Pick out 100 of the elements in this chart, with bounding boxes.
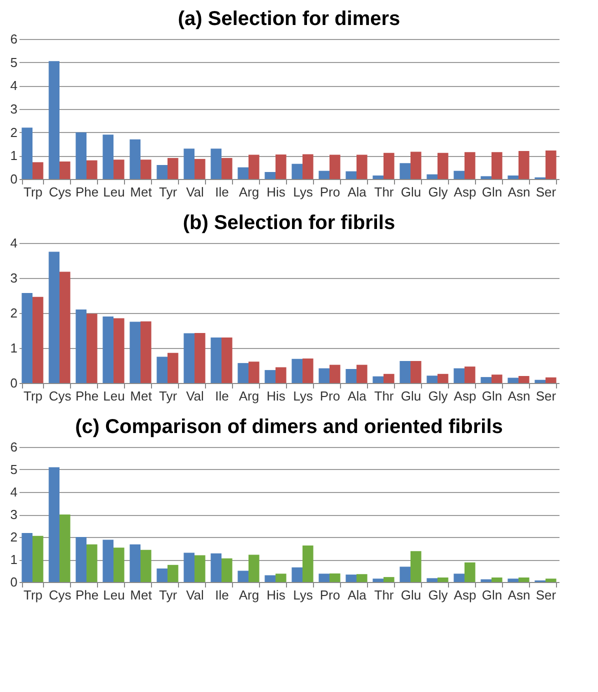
x-tick-label: Gln	[482, 388, 502, 404]
bar	[426, 376, 438, 383]
bar	[156, 568, 168, 582]
bar	[102, 540, 114, 582]
y-tick-label: 1	[10, 148, 18, 164]
bar	[372, 578, 384, 582]
bar	[400, 566, 410, 582]
x-tick-label: Gln	[482, 588, 502, 602]
x-tick-label: Val	[186, 388, 204, 404]
y-tick-label: 3	[10, 270, 18, 286]
bar	[114, 548, 124, 582]
x-tick-label: Thr	[374, 184, 394, 200]
bar	[302, 358, 314, 383]
x-tick-label: Asn	[508, 388, 530, 404]
bar	[222, 338, 232, 383]
bar	[248, 154, 260, 179]
x-tick-label: Leu	[103, 588, 125, 602]
x-tick-label: Ile	[215, 388, 229, 404]
bar	[22, 532, 32, 582]
x-tick-label: Asn	[508, 588, 530, 602]
bar	[410, 360, 422, 383]
x-tick-label: Ala	[348, 184, 368, 200]
bar	[292, 358, 302, 383]
x-tick-label: Asn	[508, 184, 530, 200]
bar	[238, 363, 248, 383]
bar	[248, 554, 260, 582]
bar	[168, 564, 178, 582]
bar	[546, 578, 556, 582]
bar	[492, 152, 502, 179]
bar	[346, 369, 356, 383]
bar	[48, 252, 60, 383]
bar	[508, 578, 518, 582]
x-tick-label: Met	[130, 588, 152, 602]
bar	[384, 374, 394, 383]
bar	[346, 574, 356, 582]
x-tick-label: Ala	[348, 588, 368, 602]
x-tick-label: Pro	[320, 388, 340, 404]
bar	[518, 376, 530, 383]
x-tick-label: Cys	[48, 388, 72, 404]
bar	[372, 176, 384, 179]
bar	[464, 152, 476, 179]
bar	[210, 553, 222, 582]
bar	[518, 578, 530, 582]
x-tick-label: Arg	[238, 388, 260, 404]
x-tick-label: Lys	[293, 184, 314, 200]
x-tick-label: Phe	[75, 184, 99, 200]
bar	[76, 537, 86, 582]
bar	[168, 158, 178, 179]
x-tick-label: Glu	[400, 184, 422, 200]
x-tick-label: Gln	[482, 184, 502, 200]
bar	[346, 171, 356, 179]
bar	[438, 152, 448, 179]
bar	[438, 374, 448, 383]
bar	[276, 574, 286, 582]
x-tick-label: Ile	[215, 184, 229, 200]
bar	[76, 132, 86, 179]
bar	[194, 555, 206, 582]
bar	[410, 152, 422, 179]
bar	[480, 377, 492, 383]
bar	[210, 338, 222, 383]
y-tick-label: 5	[10, 54, 18, 70]
bar	[238, 167, 248, 179]
y-tick-label: 0	[10, 574, 18, 590]
y-tick-label: 4	[10, 78, 18, 94]
x-tick-label: Phe	[75, 388, 99, 404]
bar	[248, 362, 260, 383]
bar	[140, 550, 152, 582]
x-tick-label: Leu	[103, 388, 125, 404]
bar	[156, 165, 168, 179]
y-tick-label: 2	[10, 124, 18, 140]
bar	[222, 158, 232, 179]
bar	[194, 332, 206, 383]
y-tick-label: 6	[10, 32, 18, 46]
x-tick-label: Tyr	[158, 184, 178, 200]
bar	[480, 579, 492, 582]
x-tick-label: Ser	[536, 184, 557, 200]
bar	[276, 154, 286, 179]
x-tick-label: Asp	[454, 184, 476, 200]
y-tick-label: 2	[10, 306, 18, 320]
bar	[86, 544, 98, 582]
bar	[372, 376, 384, 383]
bar	[534, 380, 546, 383]
x-tick-label: Tyr	[158, 388, 178, 404]
x-tick-label: Gly	[428, 388, 448, 404]
bar	[264, 172, 276, 179]
x-tick-label: Arg	[238, 588, 260, 602]
x-tick-label: Cys	[48, 588, 72, 602]
bar	[464, 366, 476, 383]
bar	[492, 374, 502, 383]
bar	[130, 139, 140, 179]
bar	[32, 296, 44, 383]
y-tick-label: 6	[10, 440, 18, 454]
x-tick-label: Ala	[348, 388, 368, 404]
y-tick-label: 2	[10, 530, 18, 544]
bar	[356, 154, 368, 179]
bar	[102, 134, 114, 179]
bar	[480, 176, 492, 179]
x-tick-label: Val	[186, 588, 204, 602]
chart-title: (b) Selection for fibrils	[182, 212, 396, 234]
bar	[48, 61, 60, 179]
